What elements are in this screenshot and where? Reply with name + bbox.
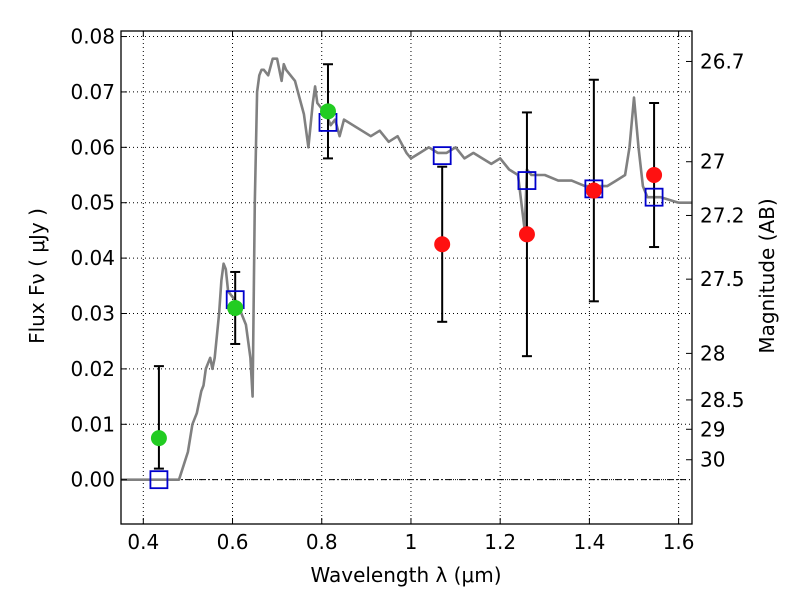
y-tick-label: 0.02 bbox=[70, 357, 115, 381]
y-tick-label: 0.08 bbox=[70, 25, 115, 49]
observed-flux-point bbox=[319, 103, 336, 120]
y-tick-label: 0.03 bbox=[70, 302, 115, 326]
y-tick-label: 0.00 bbox=[70, 468, 115, 492]
x-tick-label: 1.6 bbox=[663, 530, 695, 554]
magnitude-tick-label: 27 bbox=[700, 150, 725, 174]
model-flux-square bbox=[644, 187, 664, 207]
x-tick-labels: 0.4 0.6 0.8 1 1.2 1.4 1.6 bbox=[127, 530, 694, 554]
observed-flux-point bbox=[518, 226, 535, 243]
observed-flux-point bbox=[434, 236, 451, 253]
magnitude-tick-label: 27.5 bbox=[700, 267, 745, 291]
x-axis-label: Wavelength λ (μm) bbox=[310, 563, 501, 587]
model-flux-square bbox=[149, 470, 169, 490]
x-tick-label: 0.4 bbox=[127, 530, 159, 554]
model-flux-square bbox=[432, 146, 452, 166]
x-tick-label: 1.4 bbox=[573, 530, 605, 554]
magnitude-tick-label: 26.7 bbox=[700, 49, 745, 73]
model-photometry-markers bbox=[149, 112, 664, 490]
y-tick-label: 0.04 bbox=[70, 246, 115, 270]
right-axis-label: Magnitude (AB) bbox=[755, 198, 779, 353]
y-tick-label: 0.07 bbox=[70, 80, 115, 104]
magnitude-tick-labels: 26.7 27 27.2 27.5 28 28.5 29 30 bbox=[700, 49, 745, 471]
y-tick-label: 0.05 bbox=[70, 191, 115, 215]
y-tick-label: 0.01 bbox=[70, 412, 115, 436]
magnitude-tick-label: 27.2 bbox=[700, 203, 745, 227]
y-tick-label: 0.06 bbox=[70, 135, 115, 159]
x-tick-label: 1 bbox=[405, 530, 418, 554]
y-axis-label: Flux Fν ( μJy ) bbox=[25, 208, 49, 344]
grid-lines bbox=[121, 31, 692, 524]
plot-frame bbox=[120, 30, 693, 525]
observed-flux-point bbox=[646, 167, 663, 184]
magnitude-tick-label: 29 bbox=[700, 417, 725, 441]
magnitude-tick-label: 28 bbox=[700, 341, 725, 365]
error-bars bbox=[153, 63, 660, 470]
magnitude-tick-label: 28.5 bbox=[700, 388, 745, 412]
axis-ticks bbox=[121, 31, 692, 524]
spectrum bbox=[121, 57, 692, 482]
x-tick-label: 1.2 bbox=[484, 530, 516, 554]
observed-flux-point bbox=[227, 299, 244, 316]
magnitude-tick-label: 30 bbox=[700, 448, 725, 472]
model-flux-square bbox=[517, 171, 537, 190]
x-tick-label: 0.8 bbox=[306, 530, 338, 554]
spectrum-line bbox=[121, 57, 692, 482]
x-tick-label: 0.6 bbox=[217, 530, 249, 554]
observed-flux-point bbox=[585, 182, 602, 199]
y-tick-labels: 0.00 0.01 0.02 0.03 0.04 0.05 0.06 0.07 0.08 bbox=[70, 25, 115, 492]
observed-photometry-markers bbox=[150, 103, 663, 447]
observed-flux-point bbox=[150, 430, 167, 447]
